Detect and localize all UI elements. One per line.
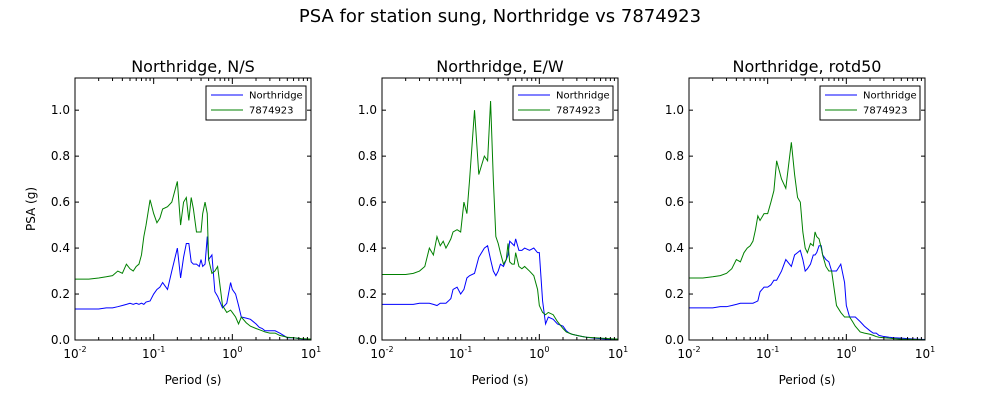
y-tick-label: 0.8 <box>358 149 377 163</box>
plot-frame <box>688 77 926 341</box>
x-tick-label: 10-2 <box>63 345 86 361</box>
legend-label: 7874923 <box>863 106 908 117</box>
y-tick-label: 0.6 <box>51 195 70 209</box>
plot-frame <box>74 77 312 341</box>
legend: Northridge 7874923 <box>205 85 307 121</box>
y-tick-label: 1.0 <box>665 103 684 117</box>
x-axis-label: Period (s) <box>472 373 529 387</box>
y-tick-label: 0.8 <box>51 149 70 163</box>
y-tick-label: 0.4 <box>51 241 70 255</box>
y-tick-label: 0.2 <box>51 287 70 301</box>
y-tick-label: 0.2 <box>665 287 684 301</box>
x-tick-label: 10-1 <box>756 345 779 361</box>
plot-frame <box>381 77 619 341</box>
y-tick-label: 1.0 <box>51 103 70 117</box>
series-line-northridge <box>689 245 925 340</box>
legend-label: Northridge <box>249 91 303 102</box>
x-tick-label: 10-1 <box>142 345 165 361</box>
x-tick-label: 100 <box>222 345 242 361</box>
legend: Northridge 7874923 <box>819 85 921 121</box>
legend-label: 7874923 <box>249 106 294 117</box>
y-tick-label: 0.6 <box>358 195 377 209</box>
series-line-northridge <box>382 238 618 340</box>
x-tick-label: 100 <box>529 345 549 361</box>
legend: Northridge 7874923 <box>512 85 614 121</box>
panel-3: Northridge, rotd50 0.0 0.2 0.4 0.6 0.8 1.0 10-2… <box>665 57 935 387</box>
y-axis-label: PSA (g) <box>24 187 38 231</box>
series-line-northridge <box>75 236 311 340</box>
y-tick-label: 0.6 <box>665 195 684 209</box>
y-tick-label: 0.2 <box>358 287 377 301</box>
series-line-7874923 <box>382 100 618 340</box>
x-tick-label: 10-2 <box>677 345 700 361</box>
y-tick-label: 0.4 <box>665 241 684 255</box>
panel-title: Northridge, N/S <box>131 57 255 76</box>
x-tick-label: 101 <box>301 345 321 361</box>
series-line-7874923 <box>75 181 311 340</box>
legend-label: Northridge <box>863 91 917 102</box>
legend-label: Northridge <box>556 91 610 102</box>
series-line-7874923 <box>689 142 925 340</box>
y-tick-label: 0.0 <box>51 333 70 347</box>
figure-title: PSA for station sung, Northridge vs 7874… <box>299 6 701 27</box>
y-tick-label: 0.0 <box>665 333 684 347</box>
x-axis-label: Period (s) <box>165 373 222 387</box>
y-tick-label: 0.0 <box>358 333 377 347</box>
x-tick-label: 10-2 <box>370 345 393 361</box>
panel-2: Northridge, E/W 0.0 0.2 0.4 0.6 0.8 1.0 10-2 10-… <box>358 57 628 387</box>
panel-title: Northridge, rotd50 <box>733 57 882 76</box>
x-tick-label: 10-1 <box>449 345 472 361</box>
x-axis-label: Period (s) <box>779 373 836 387</box>
y-tick-label: 0.8 <box>665 149 684 163</box>
x-tick-label: 100 <box>836 345 856 361</box>
legend-label: 7874923 <box>556 106 601 117</box>
panel-title: Northridge, E/W <box>436 57 564 76</box>
x-tick-label: 101 <box>608 345 628 361</box>
y-tick-label: 0.4 <box>358 241 377 255</box>
x-tick-label: 101 <box>915 345 935 361</box>
panels: Northridge, N/S 0.0 0.2 0.4 0.6 0.8 1.0 10-2 10-… <box>24 57 935 387</box>
y-tick-label: 1.0 <box>358 103 377 117</box>
panel-1: Northridge, N/S 0.0 0.2 0.4 0.6 0.8 1.0 10-2 10-… <box>24 57 321 387</box>
